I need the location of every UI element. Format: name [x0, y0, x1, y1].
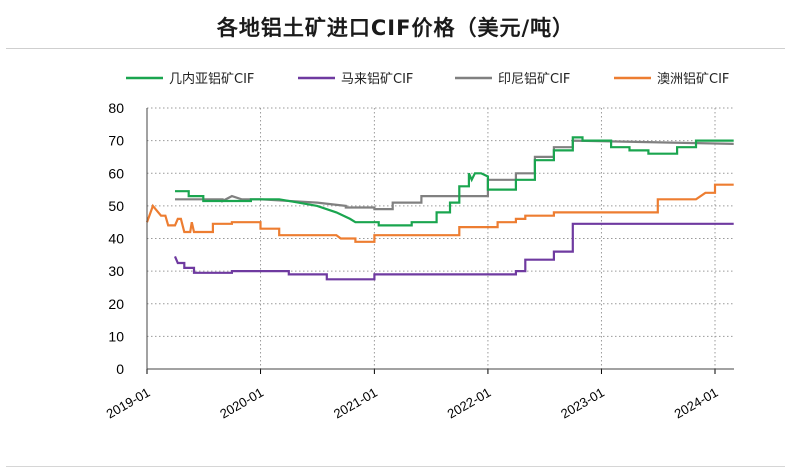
legend-label: 几内亚铝矿CIF [169, 71, 254, 87]
legend-item-1: 马来铝矿CIF [298, 72, 413, 87]
y-tick-label: 20 [108, 296, 124, 312]
grid [146, 107, 734, 369]
series-layer [145, 136, 734, 281]
legend-label: 澳洲铝矿CIF [657, 71, 729, 87]
y-tick-label: 0 [116, 361, 124, 377]
legend-item-3: 澳洲铝矿CIF [614, 71, 729, 87]
y-tick-label: 70 [108, 133, 124, 149]
x-tick-label: 2023-01 [558, 385, 607, 422]
y-tick-label: 10 [108, 328, 124, 344]
x-tick-label: 2020-01 [217, 385, 266, 422]
legend-item-2: 印尼铝矿CIF [455, 72, 570, 87]
legend-item-0: 几内亚铝矿CIF [126, 71, 254, 87]
axes [146, 108, 734, 374]
chart-title: 各地铝土矿进口CIF价格（美元/吨） [216, 16, 575, 40]
x-axis-ticks: 2019-01 2020-01 2021-01 2022-01 2023-01 2024-… [104, 385, 721, 422]
x-tick-label: 2019-01 [104, 385, 153, 422]
legend-label: 马来铝矿CIF [341, 72, 413, 87]
y-axis-ticks: 0 10 20 30 40 50 60 70 80 [108, 100, 124, 377]
title-divider [6, 48, 785, 49]
series-line-3 [145, 183, 734, 243]
x-tick-label: 2021-01 [331, 385, 380, 422]
bottom-divider [6, 466, 785, 467]
y-tick-label: 80 [108, 100, 124, 116]
legend: 几内亚铝矿CIF 马来铝矿CIF 印尼铝矿CIF 澳洲铝矿CIF [126, 71, 729, 87]
y-tick-label: 40 [108, 231, 124, 247]
x-tick-label: 2024-01 [672, 385, 721, 422]
legend-label: 印尼铝矿CIF [498, 72, 570, 87]
series-line-2 [175, 139, 734, 211]
y-tick-label: 60 [108, 165, 124, 181]
y-tick-label: 30 [108, 263, 124, 279]
series-line-1 [173, 222, 734, 281]
x-tick-label: 2022-01 [445, 385, 494, 422]
y-tick-label: 50 [108, 198, 124, 214]
series-line-0 [175, 136, 734, 227]
